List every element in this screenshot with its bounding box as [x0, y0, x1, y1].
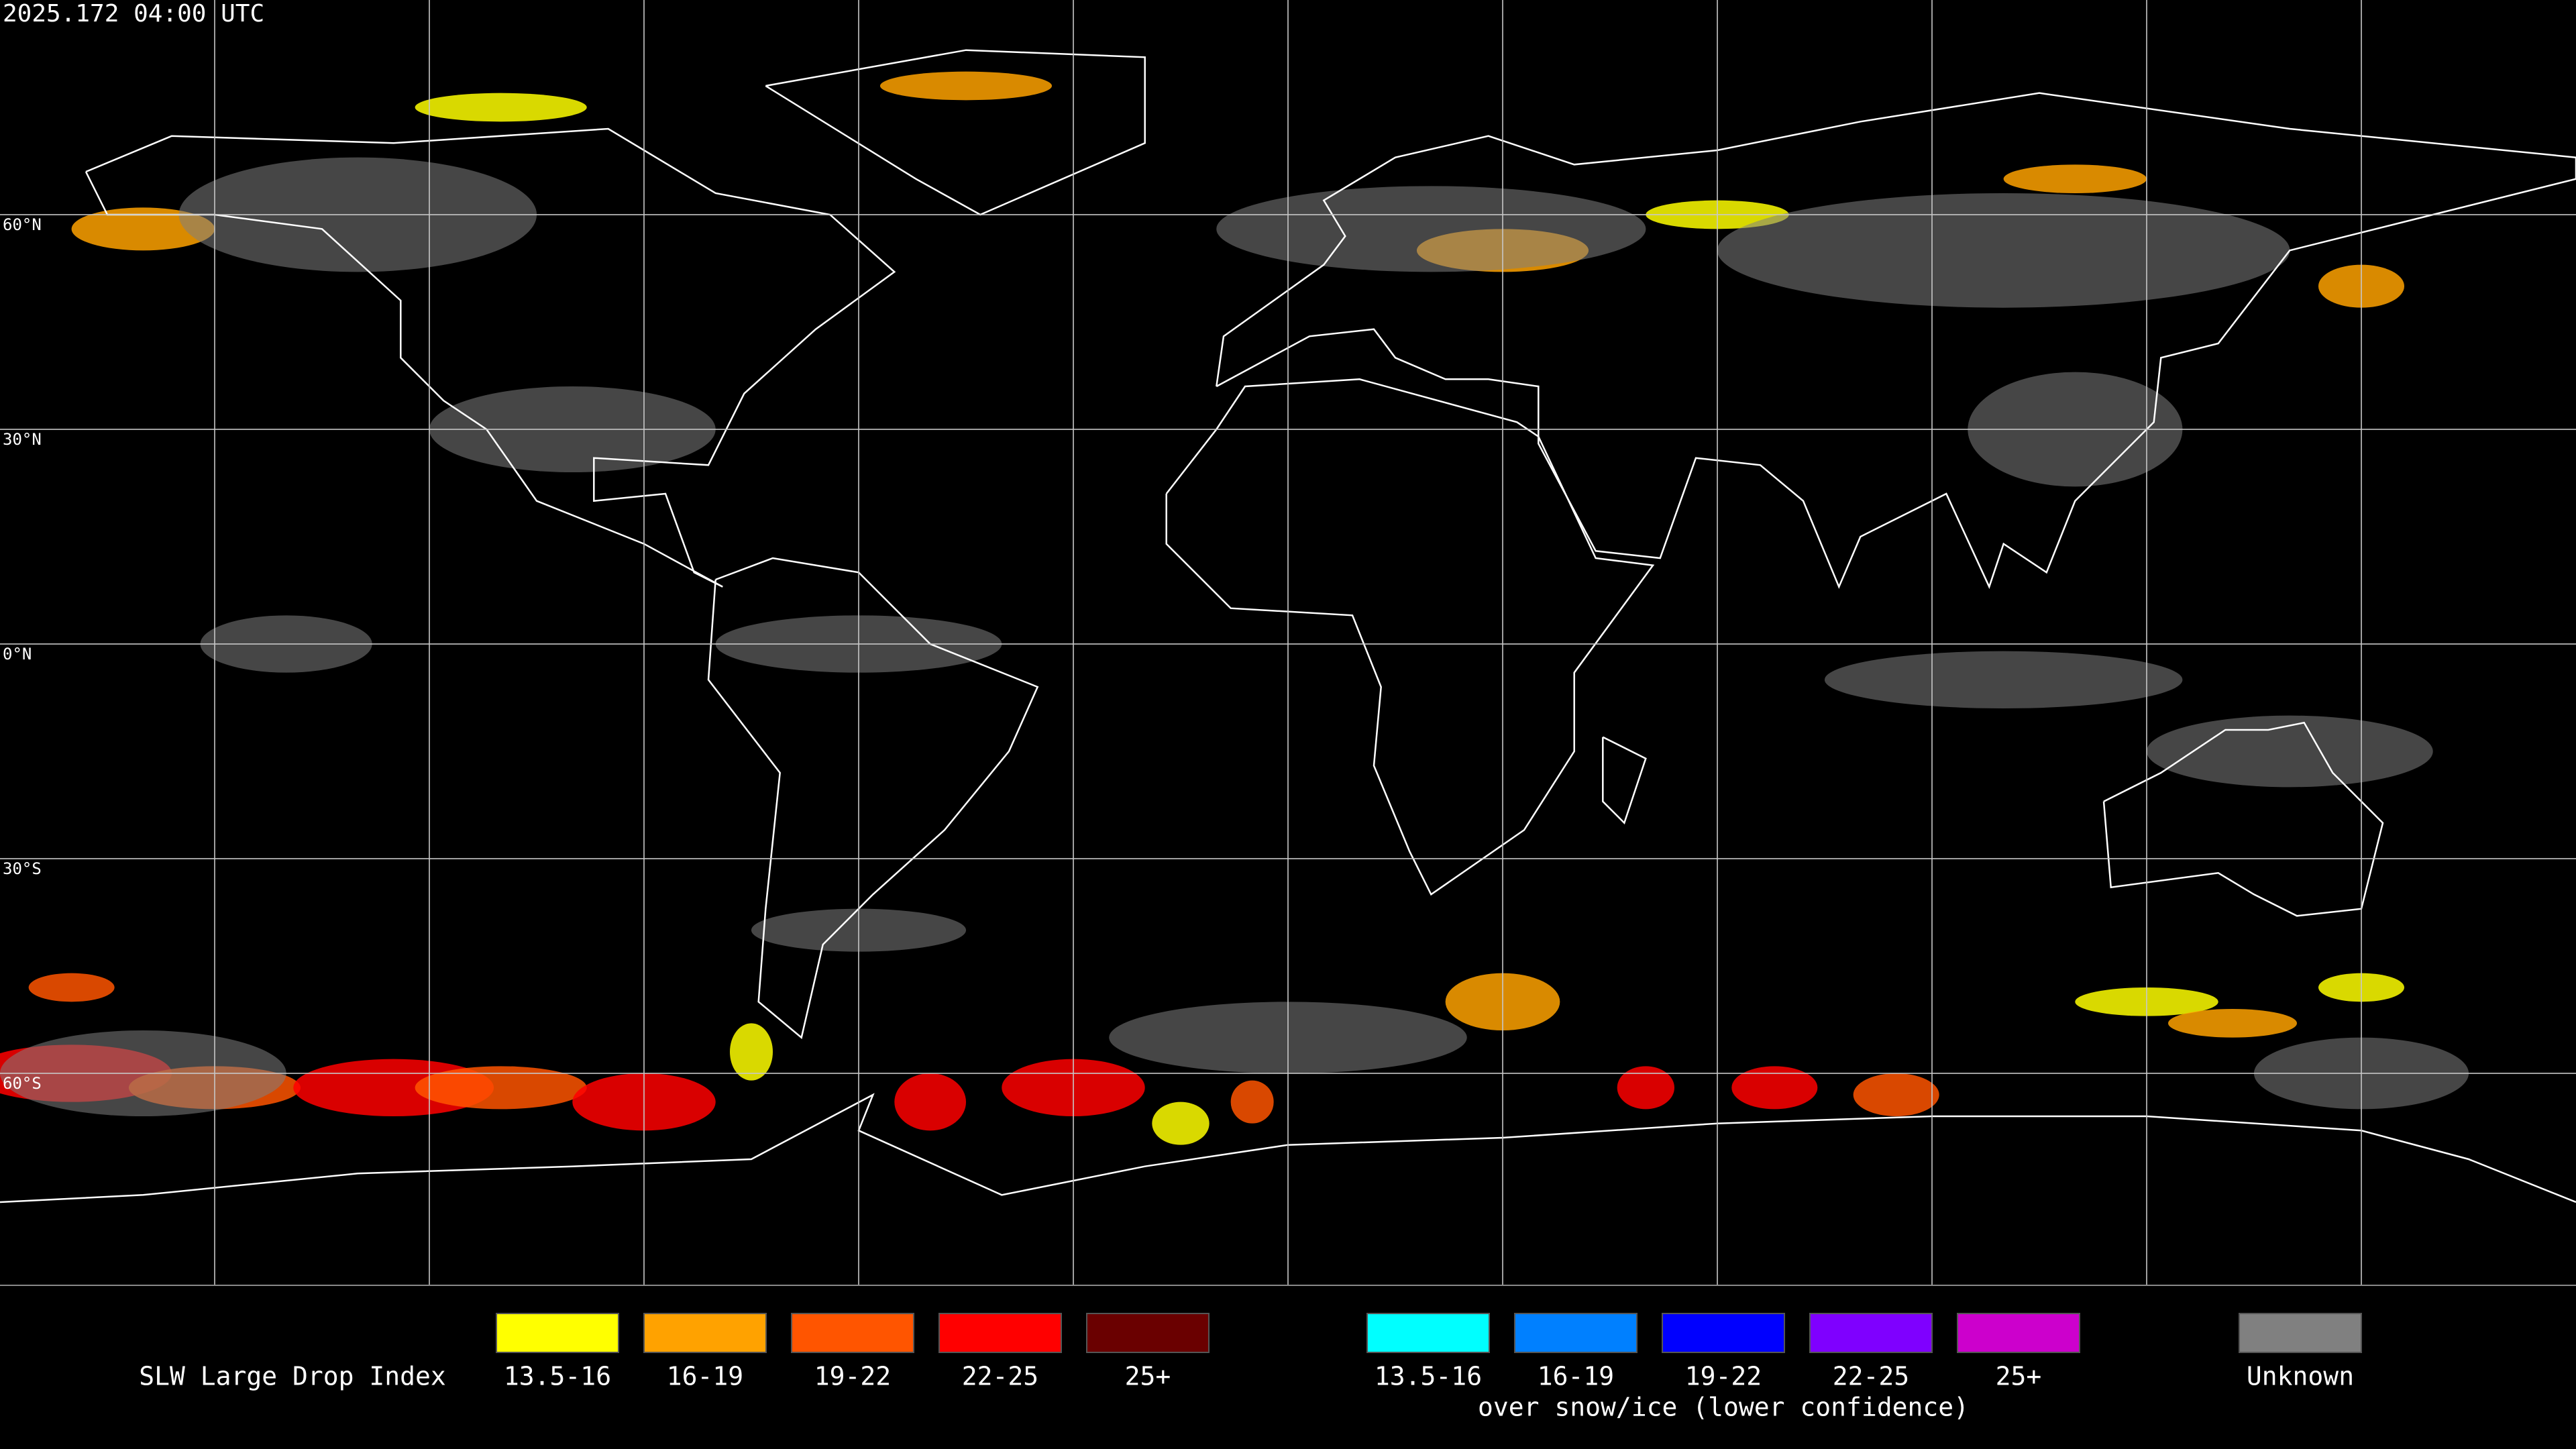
legend-title: SLW Large Drop Index — [139, 1362, 446, 1391]
coastline — [1602, 736, 1647, 825]
unknown-area — [1824, 651, 2183, 709]
legend-swatch — [1086, 1313, 1210, 1353]
lat-label: 30°N — [3, 430, 42, 449]
legend-swatch — [2239, 1313, 2362, 1353]
legend-label: 13.5-16 — [1375, 1362, 1482, 1391]
coastline — [85, 127, 896, 588]
slw-area — [729, 1023, 773, 1081]
legend: SLW Large Drop Index 13.5-16 16-19 19-22 22-… — [139, 1313, 2362, 1422]
slw-area — [879, 71, 1053, 101]
coastline — [0, 1093, 2576, 1203]
lat-label: 30°S — [3, 859, 42, 878]
slw-area — [1617, 1066, 1675, 1110]
graticule: 60°N 30°N 0°N 30°S 60°S — [0, 0, 2576, 1285]
coastline — [1165, 378, 1655, 896]
unknown-area — [1216, 186, 1646, 272]
timestamp: 2025.172 04:00 UTC — [3, 0, 264, 28]
slw-area — [415, 93, 587, 122]
coastline — [2102, 721, 2384, 917]
legend-swatch — [938, 1313, 1062, 1353]
legend-swatch — [1957, 1313, 2080, 1353]
lat-label: 60°S — [3, 1074, 42, 1093]
slw-area — [2167, 1008, 2298, 1038]
legend-swatch — [1809, 1313, 1933, 1353]
lat-label: 60°N — [3, 215, 42, 234]
slw-area — [1152, 1102, 1210, 1145]
legend-label: 22-25 — [962, 1362, 1038, 1391]
legend-label: 19-22 — [1685, 1362, 1762, 1391]
legend-swatch — [1514, 1313, 1638, 1353]
slw-area — [1230, 1080, 1274, 1124]
coastlines — [0, 49, 2576, 1203]
slw-area — [415, 1066, 587, 1110]
lat-label: 0°N — [3, 645, 32, 663]
coastline — [707, 557, 1039, 1039]
legend-label: 16-19 — [667, 1362, 743, 1391]
legend-swatch — [496, 1313, 619, 1353]
legend-label: 19-22 — [814, 1362, 891, 1391]
legend-note: over snow/ice (lower confidence) — [1478, 1393, 1969, 1422]
slw-area — [1731, 1066, 1818, 1110]
legend-label: 25+ — [1125, 1362, 1171, 1391]
slw-area — [71, 207, 215, 251]
slw-area — [28, 973, 115, 1002]
slw-area — [2003, 164, 2147, 194]
slw-area — [894, 1073, 967, 1131]
legend-label: Unknown — [2247, 1362, 2354, 1391]
unknown-area — [1717, 193, 2290, 308]
legend-label: 25+ — [1996, 1362, 2042, 1391]
slw-area — [1853, 1073, 1939, 1117]
legend-label: 22-25 — [1833, 1362, 1909, 1391]
legend-swatch — [643, 1313, 767, 1353]
legend-swatch — [1366, 1313, 1490, 1353]
coastline — [765, 49, 1146, 216]
coastline — [1216, 92, 2576, 590]
legend-swatch — [1662, 1313, 1785, 1353]
legend-label: 16-19 — [1538, 1362, 1614, 1391]
legend-label: 13.5-16 — [504, 1362, 611, 1391]
legend-swatch — [791, 1313, 914, 1353]
